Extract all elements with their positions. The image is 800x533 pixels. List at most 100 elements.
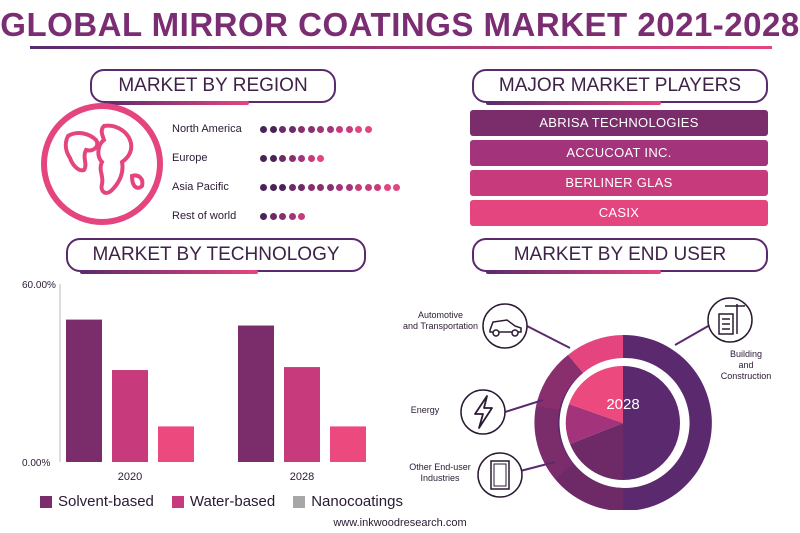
y-tick-label: 0.00% [22,458,50,469]
region-dot [355,125,362,133]
region-dots [260,183,400,191]
page-title: GLOBAL MIRROR COATINGS MARKET 2021-2028 [0,6,800,43]
region-row: Asia Pacific [172,179,400,195]
lightning-icon [460,389,506,435]
region-dot [269,212,277,220]
player-item: CASIX [470,200,768,226]
region-dot [269,183,277,191]
section-header-end-user-label: MARKET BY END USER [513,244,727,265]
section-header-end-user: MARKET BY END USER [472,238,768,274]
donut-outer-automotive [536,355,583,410]
legend-label: Nanocoatings [311,493,403,510]
region-dot [288,154,296,162]
connector-building [674,324,711,346]
region-dot [307,183,315,191]
connector-energy [504,399,544,413]
region-dot [307,154,315,162]
region-dot [279,183,286,191]
region-dot [260,183,267,191]
footer-url: www.inkwoodresearch.com [333,517,467,529]
region-dot [364,125,372,133]
label-other: Other End-user Industries [409,462,471,483]
section-header-technology-label: MARKET BY TECHNOLOGY [92,244,340,265]
label-energy: Energy [410,405,440,415]
region-dot [288,212,296,220]
region-dot [269,125,277,133]
x-tick-label: 2028 [290,471,314,483]
legend-item: Solvent-based [40,493,154,510]
donut-outer-highlight [568,335,623,373]
region-dot [383,183,391,191]
region-dot [288,183,296,191]
donut-inner-automotive [569,365,623,423]
region-dot [260,154,267,162]
region-dots [260,154,324,162]
region-row: Rest of world [172,208,305,224]
section-header-players: MAJOR MARKET PLAYERS [472,69,768,105]
region-dot [288,125,296,133]
label-automotive: Automotive and Transportation [402,310,479,331]
globe-icon [41,103,163,225]
region-dot [393,183,400,191]
section-header-players-label: MAJOR MARKET PLAYERS [498,75,742,96]
region-dot [298,183,305,191]
legend-item: Water-based [171,493,276,510]
building-crane-icon [707,297,753,343]
player-item: BERLINER GLAS [470,170,768,196]
connector-automotive [526,325,571,349]
legend-swatch [293,495,306,508]
donut-outer-other [555,464,623,510]
region-dot [307,125,315,133]
bar-nanocoatings-2020 [158,426,194,462]
region-dot [317,183,324,191]
region-dot [279,125,286,133]
donut-year-outer: 2020 [607,321,638,337]
region-dot [374,183,381,191]
region-dot [326,125,334,133]
legend-label: Solvent-based [58,493,154,510]
region-dot [298,212,305,220]
donut-inner-energy [565,404,623,444]
bar-water-based-2020 [112,370,148,462]
donut-inner-other [570,423,623,480]
bar-water-based-2028 [284,367,320,462]
region-dot [317,125,324,133]
donut-year-inner: 2028 [606,396,639,413]
donut-outer-energy [534,406,573,479]
section-header-technology: MARKET BY TECHNOLOGY [66,238,366,274]
region-dot [269,154,277,162]
region-dot [336,125,343,133]
region-dot [279,154,286,162]
region-name: Europe [172,152,208,164]
region-row: North America [172,121,372,137]
region-dot [345,125,353,133]
mirror-panel-icon [477,452,523,498]
legend-label: Water-based [189,493,276,510]
legend-swatch [40,495,52,508]
label-building: Building and Construction [720,349,772,381]
region-dot [298,125,305,133]
chart-legend: Solvent-based Water-based Nanocoatings [40,493,403,510]
region-dot [260,212,267,220]
region-dot [336,183,343,191]
region-dot [355,183,362,191]
title-underline [30,46,772,49]
region-dot [279,212,286,220]
region-dot [317,154,324,162]
section-header-region: MARKET BY REGION [90,69,336,105]
y-tick-label: 60.00% [22,280,56,291]
bar-solvent-based-2028 [238,325,274,462]
bar-solvent-based-2020 [66,319,102,462]
region-dot [364,183,372,191]
region-row: Europe [172,150,324,166]
legend-swatch [171,495,184,508]
car-icon [482,303,528,349]
region-dot [326,183,334,191]
section-header-region-label: MARKET BY REGION [118,75,308,96]
region-dot [260,125,267,133]
region-dot [345,183,353,191]
player-item: ABRISA TECHNOLOGIES [470,110,768,136]
player-item: ACCUCOAT INC. [470,140,768,166]
technology-bar-chart: 60.00% 0.00% 2020 2028 [22,280,366,483]
x-tick-label: 2020 [118,471,142,483]
